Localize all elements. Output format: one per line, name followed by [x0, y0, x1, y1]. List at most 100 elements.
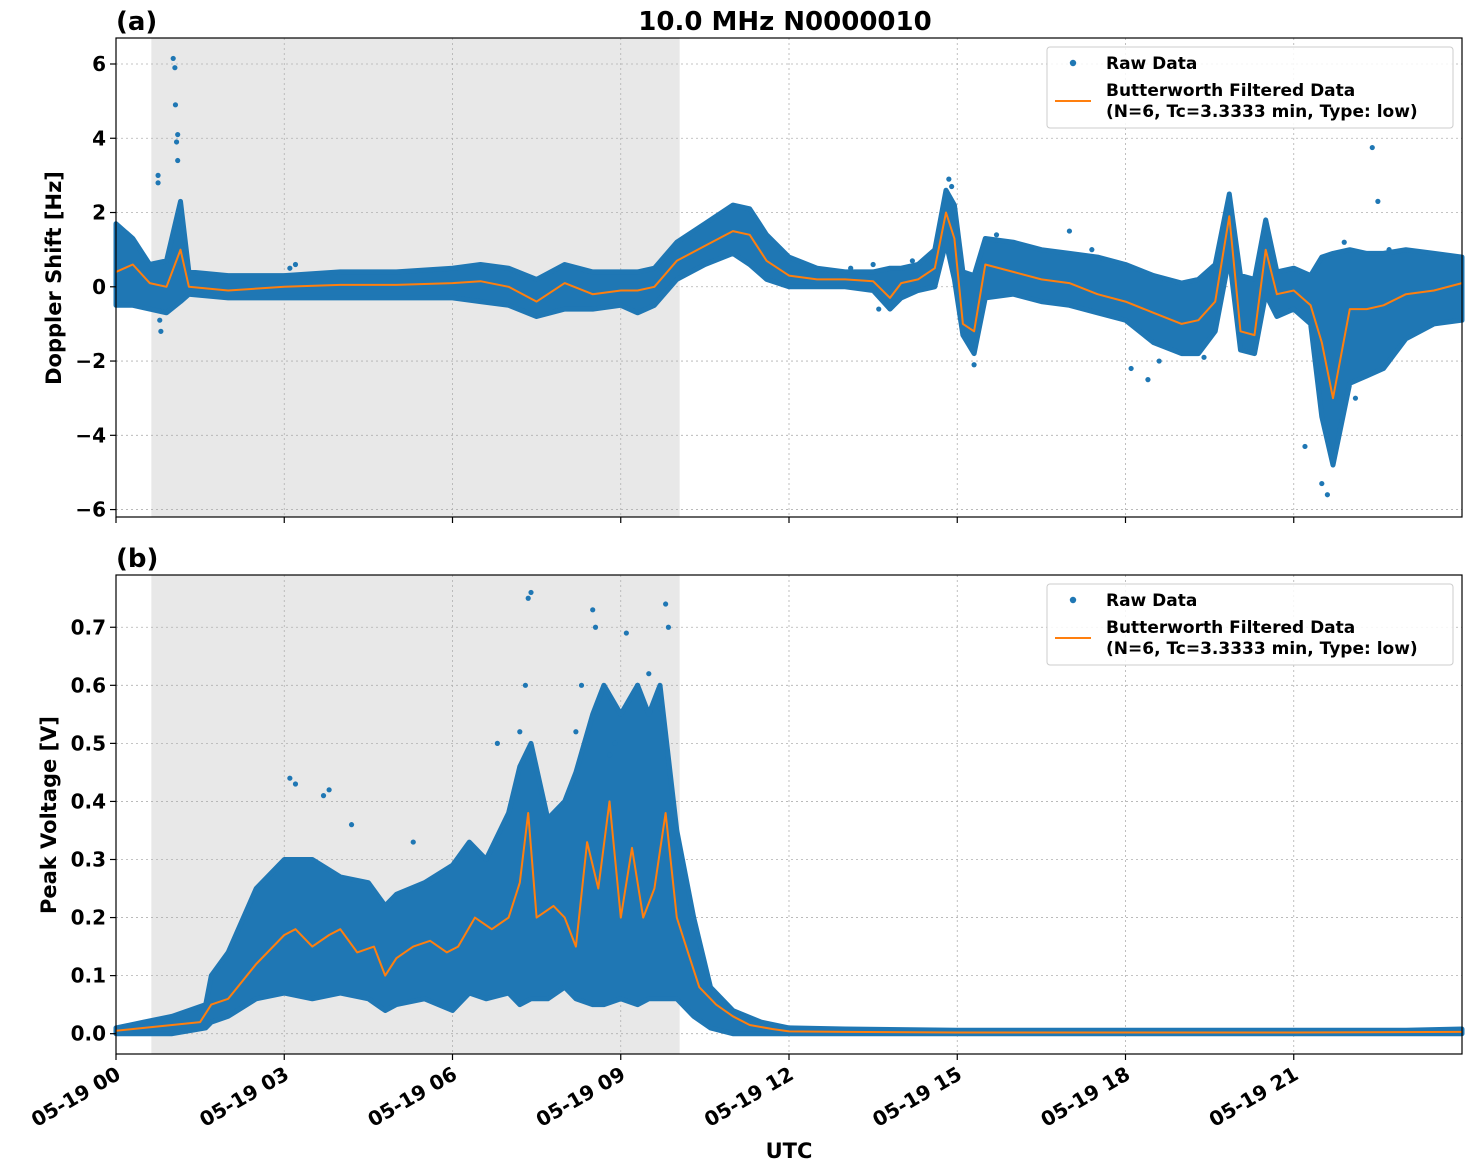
- panel-b-ylabel: Peak Voltage [V]: [37, 716, 61, 914]
- x-tick-label: 05-19 18: [1036, 1062, 1134, 1132]
- raw-data-point: [634, 682, 641, 688]
- y-tick-label: 4: [92, 126, 106, 150]
- panel-b-frame: [115, 574, 1463, 1055]
- raw-data-point: [870, 261, 876, 268]
- raw-data-point: [494, 740, 500, 746]
- raw-data-point: [172, 65, 178, 71]
- raw-data-point: [155, 180, 161, 186]
- y-tick-label: −6: [75, 498, 106, 522]
- raw-data-point: [1302, 443, 1308, 450]
- raw-data-point: [522, 682, 529, 688]
- raw-data-point: [1145, 377, 1151, 383]
- raw-data-point: [320, 793, 327, 799]
- raw-data-point: [612, 740, 618, 746]
- panel-a: −6 −4 −2 0 2 4 6 (a) Doppler Shift [Hz] Raw Da…: [42, 7, 1465, 523]
- raw-data-point: [1375, 198, 1381, 204]
- raw-data-point: [1066, 228, 1073, 234]
- panel-a-legend-filtered: Butterworth Filtered Data: [1106, 81, 1355, 101]
- panel-b-legend-filtered: Butterworth Filtered Data: [1106, 618, 1355, 638]
- panel-a-legend: Raw Data Butterworth Filtered Data (N=6,…: [1046, 46, 1454, 129]
- y-tick-label: −2: [75, 349, 106, 373]
- x-tick-label: 05-19 15: [868, 1062, 966, 1132]
- y-tick-label: 0.6: [71, 673, 106, 697]
- x-tick-label: 05-19 12: [700, 1062, 798, 1132]
- raw-data-point: [172, 102, 179, 108]
- panel-b-legend-marker: [1069, 596, 1077, 604]
- raw-data-point: [592, 624, 599, 630]
- y-tick-label: 0.1: [71, 964, 106, 988]
- panel-a-ylabel: Doppler Shift [Hz]: [42, 171, 66, 385]
- raw-data-point: [949, 183, 955, 190]
- y-tick-label: 0.0: [71, 1022, 106, 1046]
- filtered-data-line: [115, 800, 1463, 1034]
- y-tick-label: −4: [75, 423, 106, 447]
- panel-b-legend: Raw Data Butterworth Filtered Data (N=6,…: [1046, 583, 1454, 666]
- panel-a-legend-raw: Raw Data: [1106, 54, 1197, 74]
- raw-data-point: [946, 176, 952, 182]
- x-tick-label: 05-19 09: [532, 1062, 630, 1132]
- x-axis-label: UTC: [766, 1139, 813, 1163]
- x-tick-label: 05-19 03: [195, 1062, 293, 1132]
- raw-data-point: [1128, 365, 1134, 372]
- x-tick-labels: 05-19 00 05-19 03 05-19 06 05-19 09 05-19 12…: [27, 1062, 1302, 1132]
- panel-b-legend-frame: [1046, 583, 1454, 666]
- raw-data-point: [155, 172, 161, 178]
- raw-data-point: [848, 265, 854, 271]
- raw-data-point: [1341, 239, 1347, 245]
- raw-data-point: [578, 682, 585, 688]
- raw-data-point: [170, 55, 176, 62]
- y-tick-label: 0.2: [71, 906, 106, 930]
- raw-data-point: [326, 787, 332, 793]
- x-tick-label: 05-19 21: [1205, 1062, 1303, 1132]
- raw-data-point: [525, 595, 531, 601]
- raw-data-point: [292, 781, 299, 787]
- raw-data-point: [876, 306, 882, 312]
- raw-data-point: [1319, 480, 1325, 487]
- raw-data-point: [1010, 243, 1016, 249]
- panel-a-frame: [115, 37, 1463, 518]
- panel-b-legend-filtered-params: (N=6, Tc=3.3333 min, Type: low): [1106, 639, 1418, 659]
- raw-data-point: [1386, 247, 1392, 253]
- raw-data-point: [971, 362, 977, 368]
- raw-data-point: [292, 261, 299, 268]
- raw-data-point: [606, 752, 613, 758]
- raw-data-point: [573, 729, 579, 735]
- raw-data-point: [657, 705, 663, 712]
- raw-data-point: [663, 601, 669, 607]
- raw-data-point: [175, 157, 181, 164]
- raw-data-point: [348, 822, 355, 828]
- raw-data-point: [157, 317, 163, 323]
- raw-data-point: [909, 258, 915, 264]
- panel-b: 0.0 0.1 0.2 0.3 0.4 0.5 0.6 0.7 (b) Peak Voltag…: [37, 544, 1465, 1060]
- panel-a-y-ticks: −6 −4 −2 0 2 4 6: [75, 52, 116, 522]
- raw-data-point: [517, 729, 523, 735]
- raw-data-point: [528, 589, 534, 596]
- raw-data-point: [1369, 144, 1375, 151]
- raw-data-point: [158, 328, 164, 334]
- y-tick-label: 6: [92, 52, 106, 76]
- panel-a-label: (a): [116, 7, 157, 37]
- figure-title: 10.0 MHz N0000010: [638, 7, 931, 37]
- raw-data-point: [410, 839, 416, 845]
- raw-data-point: [287, 775, 293, 781]
- raw-data-point: [1324, 492, 1330, 498]
- y-tick-label: 0.7: [71, 615, 106, 639]
- y-tick-label: 0: [92, 275, 106, 299]
- raw-data-point: [623, 630, 629, 636]
- y-tick-label: 2: [92, 201, 106, 225]
- raw-data-point: [175, 131, 181, 138]
- raw-data-point: [590, 607, 596, 613]
- panel-a-legend-marker: [1069, 59, 1077, 67]
- raw-data-point: [173, 139, 180, 145]
- raw-data-point: [1201, 354, 1207, 360]
- filtered-data-line: [115, 211, 1463, 400]
- panel-b-y-ticks: 0.0 0.1 0.2 0.3 0.4 0.5 0.6 0.7: [71, 615, 116, 1046]
- raw-data-point: [665, 624, 672, 630]
- panel-b-x-ticks: [115, 1054, 1295, 1060]
- panel-a-x-ticks: [115, 517, 1295, 523]
- raw-data-point: [993, 232, 1000, 238]
- panel-a-legend-filtered-params: (N=6, Tc=3.3333 min, Type: low): [1106, 102, 1418, 122]
- raw-data-point: [1156, 358, 1162, 364]
- raw-data-point: [646, 671, 652, 677]
- y-tick-label: 0.4: [71, 789, 106, 813]
